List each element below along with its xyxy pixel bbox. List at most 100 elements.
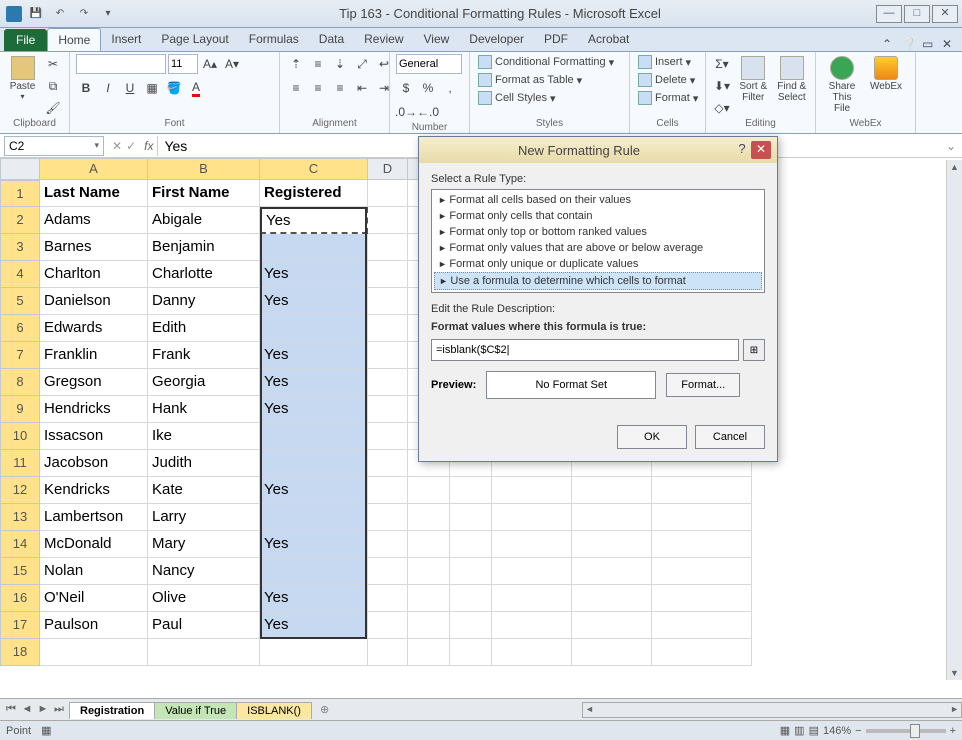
cell-E16[interactable] xyxy=(408,585,450,612)
cell-F12[interactable] xyxy=(450,477,492,504)
cell-E15[interactable] xyxy=(408,558,450,585)
zoom-slider[interactable] xyxy=(866,729,946,733)
row-header-11[interactable]: 11 xyxy=(0,450,40,477)
cell-E12[interactable] xyxy=(408,477,450,504)
copy-icon[interactable]: ⧉ xyxy=(43,76,63,96)
cell-A10[interactable]: Issacson xyxy=(40,423,148,450)
percent-icon[interactable]: % xyxy=(418,78,438,98)
view-break-icon[interactable]: ▤ xyxy=(809,724,819,737)
column-header-D[interactable]: D xyxy=(368,158,408,180)
tab-acrobat[interactable]: Acrobat xyxy=(578,28,639,51)
cell-C11[interactable] xyxy=(260,450,368,477)
tab-pdf[interactable]: PDF xyxy=(534,28,578,51)
cell-C7[interactable]: Yes xyxy=(260,342,368,369)
delete-cells-button[interactable]: Delete ▾ xyxy=(636,72,697,88)
cell-E14[interactable] xyxy=(408,531,450,558)
cell-A1[interactable]: Last Name xyxy=(40,180,148,207)
webex-button[interactable]: WebEx xyxy=(866,54,906,94)
sheet-tab-registration[interactable]: Registration xyxy=(69,702,155,719)
align-middle-icon[interactable]: ≡ xyxy=(308,54,328,74)
row-header-5[interactable]: 5 xyxy=(0,288,40,315)
cell-G18[interactable] xyxy=(492,639,572,666)
cell-B14[interactable]: Mary xyxy=(148,531,260,558)
expand-formula-bar-icon[interactable]: ⌄ xyxy=(940,139,962,153)
cell-D9[interactable] xyxy=(368,396,408,423)
cell-C15[interactable] xyxy=(260,558,368,585)
dialog-help-icon[interactable]: ? xyxy=(733,141,751,159)
undo-icon[interactable]: ↶ xyxy=(50,4,70,24)
cell-A6[interactable]: Edwards xyxy=(40,315,148,342)
name-box[interactable]: C2 xyxy=(4,136,104,156)
file-tab[interactable]: File xyxy=(4,29,47,51)
share-file-button[interactable]: Share This File xyxy=(822,54,862,116)
fill-color-icon[interactable]: 🪣 xyxy=(164,78,184,98)
cell-A2[interactable]: Adams xyxy=(40,207,148,234)
cell-G14[interactable] xyxy=(492,531,572,558)
minimize-ribbon-icon[interactable]: ⌃ xyxy=(882,37,896,51)
cell-B16[interactable]: Olive xyxy=(148,585,260,612)
cell-I17[interactable] xyxy=(652,612,752,639)
clear-icon[interactable]: ◇▾ xyxy=(712,98,732,118)
cell-A7[interactable]: Franklin xyxy=(40,342,148,369)
row-header-1[interactable]: 1 xyxy=(0,180,40,207)
cell-D1[interactable] xyxy=(368,180,408,207)
cell-F17[interactable] xyxy=(450,612,492,639)
close-button[interactable]: ✕ xyxy=(932,5,958,23)
align-right-icon[interactable]: ≡ xyxy=(330,78,350,98)
prev-sheet-icon[interactable]: ◄ xyxy=(20,703,34,716)
row-header-7[interactable]: 7 xyxy=(0,342,40,369)
underline-button[interactable]: U xyxy=(120,78,140,98)
cell-C3[interactable] xyxy=(260,234,368,261)
cell-D6[interactable] xyxy=(368,315,408,342)
cell-E17[interactable] xyxy=(408,612,450,639)
increase-decimal-icon[interactable]: .0→ xyxy=(396,102,416,122)
decrease-indent-icon[interactable]: ⇤ xyxy=(352,78,372,98)
cell-B13[interactable]: Larry xyxy=(148,504,260,531)
cell-A18[interactable] xyxy=(40,639,148,666)
insert-cells-button[interactable]: Insert ▾ xyxy=(636,54,693,70)
format-cells-button[interactable]: Format ▾ xyxy=(636,90,700,106)
comma-icon[interactable]: , xyxy=(440,78,460,98)
tab-page-layout[interactable]: Page Layout xyxy=(151,28,238,51)
cell-B15[interactable]: Nancy xyxy=(148,558,260,585)
shrink-font-icon[interactable]: A▾ xyxy=(222,54,242,74)
tab-insert[interactable]: Insert xyxy=(101,28,151,51)
tab-data[interactable]: Data xyxy=(309,28,354,51)
cell-I16[interactable] xyxy=(652,585,752,612)
fx-icon[interactable]: fx xyxy=(140,139,157,153)
orientation-icon[interactable]: ⤢ xyxy=(352,54,372,74)
cell-F13[interactable] xyxy=(450,504,492,531)
row-header-17[interactable]: 17 xyxy=(0,612,40,639)
rule-type-item[interactable]: Format only top or bottom ranked values xyxy=(434,224,762,240)
cancel-button[interactable]: Cancel xyxy=(695,425,765,449)
rule-type-item[interactable]: Format only unique or duplicate values xyxy=(434,256,762,272)
cell-H12[interactable] xyxy=(572,477,652,504)
cell-B8[interactable]: Georgia xyxy=(148,369,260,396)
cell-D7[interactable] xyxy=(368,342,408,369)
formula-input-field[interactable] xyxy=(431,339,739,361)
italic-button[interactable]: I xyxy=(98,78,118,98)
cell-I12[interactable] xyxy=(652,477,752,504)
align-top-icon[interactable]: ⇡ xyxy=(286,54,306,74)
cell-C9[interactable]: Yes xyxy=(260,396,368,423)
cut-icon[interactable]: ✂ xyxy=(43,54,63,74)
cell-A3[interactable]: Barnes xyxy=(40,234,148,261)
cell-H17[interactable] xyxy=(572,612,652,639)
rule-type-item[interactable]: Format only cells that contain xyxy=(434,208,762,224)
cell-A16[interactable]: O'Neil xyxy=(40,585,148,612)
cell-A14[interactable]: McDonald xyxy=(40,531,148,558)
cell-I14[interactable] xyxy=(652,531,752,558)
currency-icon[interactable]: $ xyxy=(396,78,416,98)
column-header-B[interactable]: B xyxy=(148,158,260,180)
fill-icon[interactable]: ⬇▾ xyxy=(712,76,732,96)
row-header-12[interactable]: 12 xyxy=(0,477,40,504)
cell-B2[interactable]: Abigale xyxy=(148,207,260,234)
format-painter-icon[interactable]: 🖌 xyxy=(43,98,63,118)
first-sheet-icon[interactable]: ⏮ xyxy=(4,703,18,716)
dialog-close-icon[interactable]: ✕ xyxy=(751,141,771,159)
cell-A11[interactable]: Jacobson xyxy=(40,450,148,477)
maximize-button[interactable]: □ xyxy=(904,5,930,23)
redo-icon[interactable]: ↷ xyxy=(74,4,94,24)
number-format-select[interactable] xyxy=(396,54,462,74)
cell-G13[interactable] xyxy=(492,504,572,531)
